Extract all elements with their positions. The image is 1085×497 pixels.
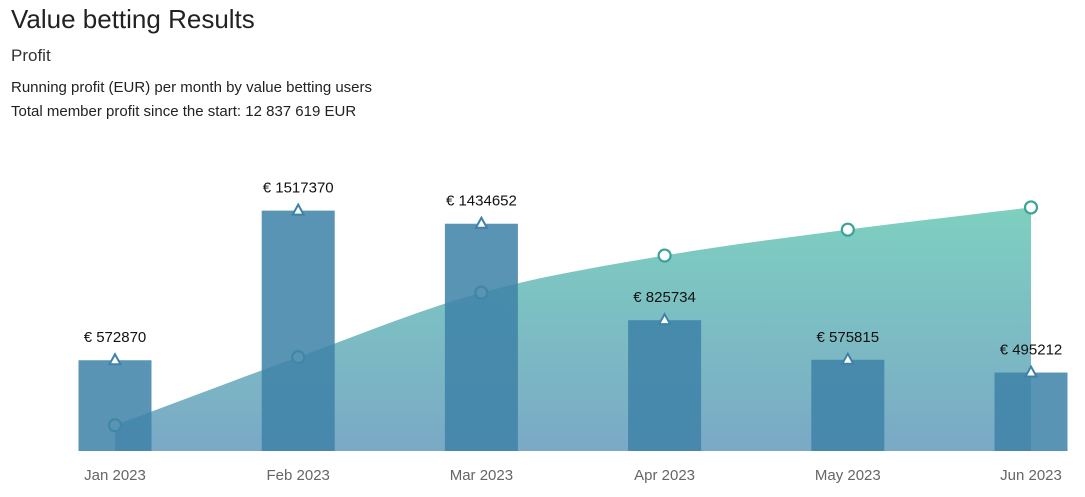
bar-value-label: € 495212 bbox=[1000, 342, 1063, 359]
profit-bar bbox=[261, 210, 335, 451]
profit-bar bbox=[444, 223, 518, 451]
x-tick-label: Apr 2023 bbox=[634, 467, 695, 484]
profit-bar bbox=[78, 360, 152, 451]
bar-triangle-marker bbox=[657, 312, 672, 326]
chart-subtitle: Profit bbox=[11, 46, 51, 65]
profit-bar bbox=[628, 320, 702, 451]
x-tick-label: Jan 2023 bbox=[84, 467, 146, 484]
bar-triangle-marker bbox=[1023, 364, 1039, 378]
bar-triangle-marker bbox=[474, 215, 489, 229]
page-title: Value betting Results bbox=[11, 4, 255, 34]
total-profit: Total member profit since the start: 12 … bbox=[11, 103, 357, 120]
bar-value-label: € 1434652 bbox=[446, 193, 517, 210]
bar-value-label: € 575815 bbox=[817, 329, 880, 346]
x-tick-label: Jun 2023 bbox=[1000, 467, 1062, 484]
profit-bar bbox=[994, 372, 1068, 451]
x-tick-label: May 2023 bbox=[815, 467, 881, 484]
bar-triangle-marker bbox=[291, 202, 306, 216]
bar-triangle-marker bbox=[840, 351, 855, 365]
bar-triangle-marker bbox=[107, 352, 123, 366]
x-tick-label: Feb 2023 bbox=[267, 467, 330, 484]
running-profit-area bbox=[115, 207, 1031, 451]
bar-value-label: € 572870 bbox=[84, 329, 147, 346]
profit-bar bbox=[811, 359, 885, 451]
bar-value-label: € 825734 bbox=[633, 289, 696, 306]
running-profit-point bbox=[1023, 200, 1039, 215]
bar-value-label: € 1517370 bbox=[263, 180, 334, 197]
running-profit-point bbox=[657, 248, 672, 263]
running-profit-point bbox=[840, 222, 855, 237]
chart-description: Running profit (EUR) per month by value … bbox=[11, 79, 373, 96]
x-tick-label: Mar 2023 bbox=[450, 467, 513, 484]
